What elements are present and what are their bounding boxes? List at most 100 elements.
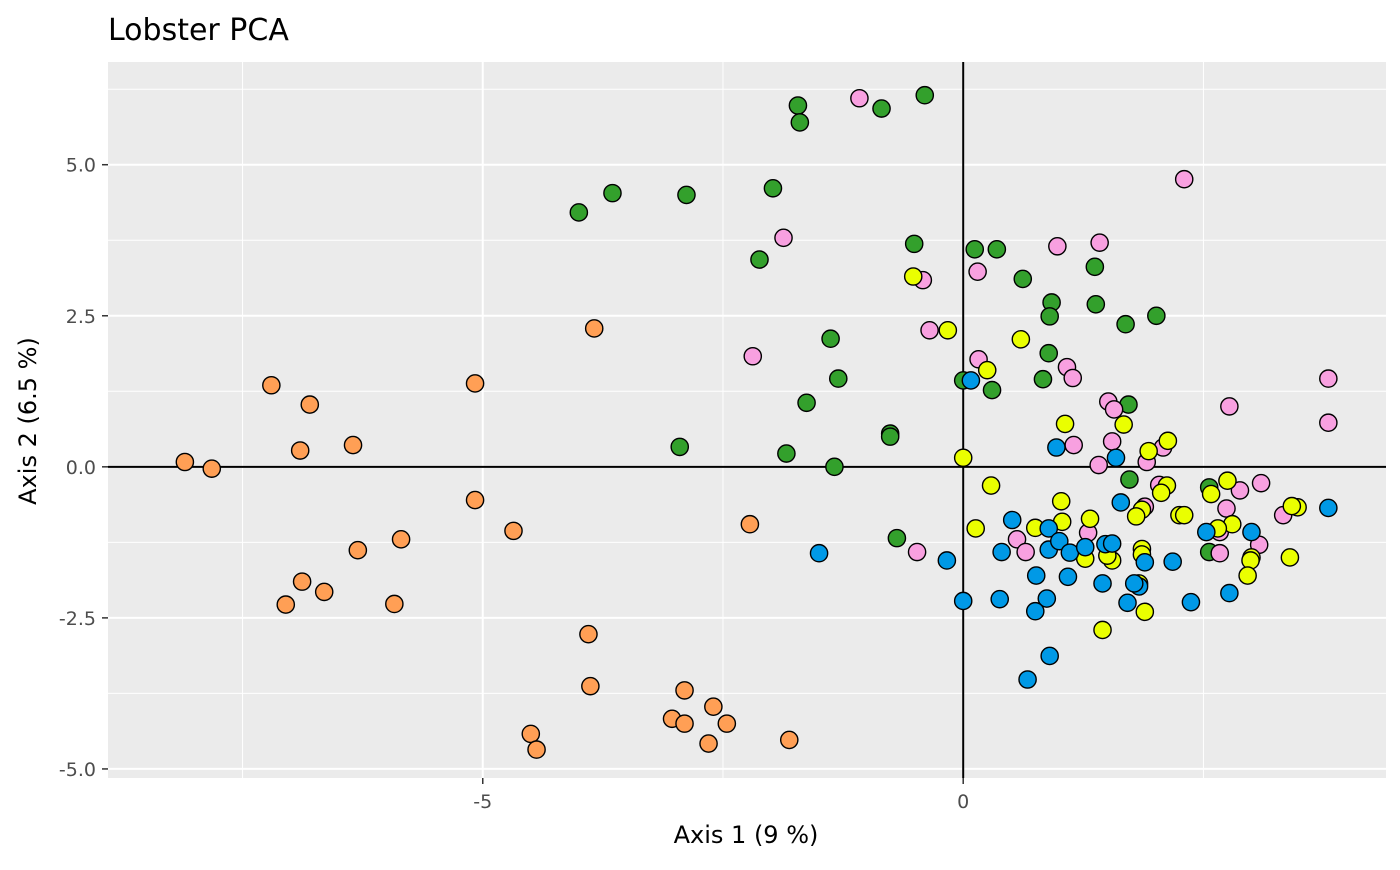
data-point-green-18 (670, 437, 690, 457)
data-point-green-25 (1040, 307, 1059, 326)
data-point-orange-18 (521, 724, 541, 744)
data-point-blue-10 (1075, 537, 1095, 557)
reference-lines (108, 62, 1386, 778)
data-point-pink-29 (1210, 543, 1230, 563)
data-point-orange-22 (675, 714, 694, 733)
data-point-blue-4 (1002, 510, 1022, 530)
data-point-green-33 (1120, 470, 1139, 489)
data-point-blue-23 (1040, 646, 1059, 666)
data-point-orange-26 (740, 514, 760, 534)
data-point-blue-24 (1018, 670, 1037, 689)
data-point-blue-28 (809, 543, 829, 563)
data-point-pink-24 (1230, 481, 1250, 500)
data-point-orange-15 (584, 319, 604, 338)
data-point-yellow-38 (1238, 566, 1257, 585)
data-point-yellow-4 (953, 448, 973, 468)
data-point-blue-0 (961, 371, 981, 390)
data-point-blue-29 (1197, 522, 1216, 542)
data-point-green-29 (1086, 294, 1106, 314)
data-point-orange-19 (527, 740, 546, 759)
y-axis-ticks: 5.0 2.5 0.0 -2.5 -5.0 (59, 155, 108, 781)
data-point-blue-30 (1181, 592, 1201, 612)
data-point-green-30 (1116, 314, 1135, 334)
data-point-green-1 (603, 183, 622, 203)
x-tick-label: -5 (473, 791, 492, 813)
data-point-blue-3 (1111, 493, 1131, 512)
data-point-green-11 (987, 240, 1007, 259)
data-point-blue-25 (990, 589, 1010, 609)
data-point-green-23 (982, 380, 1002, 400)
data-point-pink-5 (920, 320, 939, 340)
data-point-green-26 (1039, 343, 1059, 363)
data-point-orange-17 (581, 676, 600, 696)
data-point-green-14 (828, 369, 848, 388)
data-point-pink-2 (774, 228, 793, 248)
data-point-yellow-1 (938, 320, 958, 340)
data-point-orange-13 (465, 490, 485, 510)
data-point-pink-9 (1090, 233, 1109, 252)
data-point-blue-15 (1124, 574, 1144, 593)
data-point-yellow-7 (1055, 414, 1075, 434)
data-point-yellow-15 (1201, 484, 1221, 504)
data-point-yellow-0 (903, 267, 923, 286)
data-point-blue-26 (953, 591, 973, 611)
data-point-orange-25 (717, 714, 737, 733)
data-point-green-17 (777, 444, 796, 463)
data-point-green-21 (887, 528, 907, 548)
data-point-green-3 (763, 178, 783, 198)
data-point-yellow-2 (1011, 330, 1031, 349)
data-point-green-20 (880, 427, 900, 446)
data-point-yellow-9 (1139, 441, 1158, 461)
data-point-yellow-5 (981, 476, 1001, 495)
data-point-orange-9 (276, 595, 296, 614)
data-point-orange-5 (343, 435, 363, 455)
data-point-yellow-21 (1080, 509, 1100, 529)
data-point-green-10 (965, 240, 985, 259)
x-axis-ticks: -5 0 (473, 778, 969, 813)
y-tick-label: 5.0 (66, 155, 96, 177)
data-point-orange-2 (262, 375, 281, 395)
data-point-yellow-24 (1126, 507, 1146, 526)
y-axis-title: Axis 2 (6.5 %) (14, 337, 42, 505)
data-point-pink-25 (1217, 499, 1236, 518)
x-axis-title: Axis 1 (9 %) (674, 821, 819, 849)
data-point-orange-24 (699, 734, 718, 753)
data-point-green-0 (569, 203, 589, 222)
data-point-pink-33 (1016, 542, 1035, 562)
data-point-yellow-16 (1218, 471, 1237, 491)
data-point-yellow-19 (1051, 491, 1071, 511)
data-point-orange-16 (579, 624, 598, 644)
chart-title: Lobster PCA (108, 13, 289, 48)
y-tick-label: -2.5 (59, 608, 96, 630)
x-tick-label: 0 (957, 791, 969, 813)
data-point-pink-15 (1064, 435, 1084, 455)
data-point-blue-33 (1319, 498, 1338, 518)
data-point-blue-12 (1102, 534, 1122, 553)
data-point-blue-7 (1039, 519, 1059, 538)
data-point-pink-8 (1048, 236, 1067, 256)
data-point-blue-17 (1093, 574, 1112, 593)
data-point-green-28 (1085, 257, 1105, 277)
data-point-yellow-8 (1114, 415, 1133, 434)
data-point-blue-31 (1220, 583, 1239, 603)
data-point-pink-1 (1174, 169, 1194, 189)
data-point-pink-11 (1063, 368, 1083, 388)
data-point-blue-14 (1135, 552, 1155, 572)
data-point-orange-1 (202, 459, 222, 478)
data-point-pink-20 (1319, 369, 1338, 388)
data-point-blue-9 (1060, 543, 1080, 562)
data-point-green-4 (750, 250, 769, 269)
data-point-blue-18 (1163, 552, 1182, 571)
data-points (175, 85, 1338, 759)
data-point-green-13 (821, 329, 840, 349)
data-point-green-15 (797, 393, 816, 413)
data-point-green-31 (1147, 306, 1166, 326)
data-point-yellow-34 (1241, 551, 1260, 570)
data-point-green-7 (872, 99, 891, 118)
panel-background (108, 62, 1386, 778)
data-point-green-12 (1013, 269, 1033, 289)
data-point-orange-14 (504, 521, 523, 541)
data-point-blue-20 (1026, 566, 1046, 585)
data-point-pink-3 (743, 346, 763, 366)
data-point-pink-16 (1089, 455, 1108, 475)
